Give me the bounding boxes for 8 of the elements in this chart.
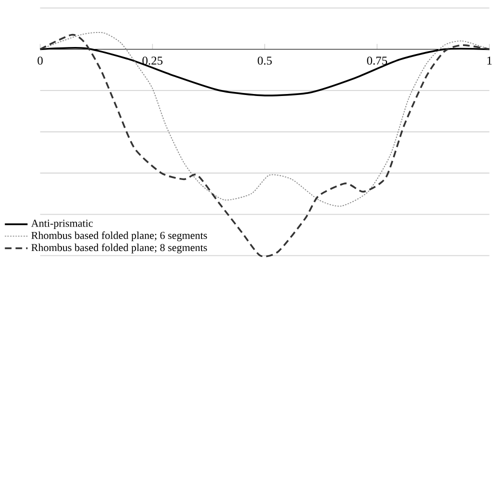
x-tick-label: 0.25 [142,56,162,65]
x-tick-label: 1 [487,56,492,64]
x-tick-label: 0 [38,56,43,64]
x-tick-label: 0.75 [367,56,388,65]
x-tick-label: 0.5 [258,56,272,65]
legend-label: Rhombus based folded plane; 6 segments [31,231,207,242]
legend-label: Rhombus based folded plane; 8 segments [31,243,207,254]
legend-label: Anti-prismatic [31,220,93,229]
